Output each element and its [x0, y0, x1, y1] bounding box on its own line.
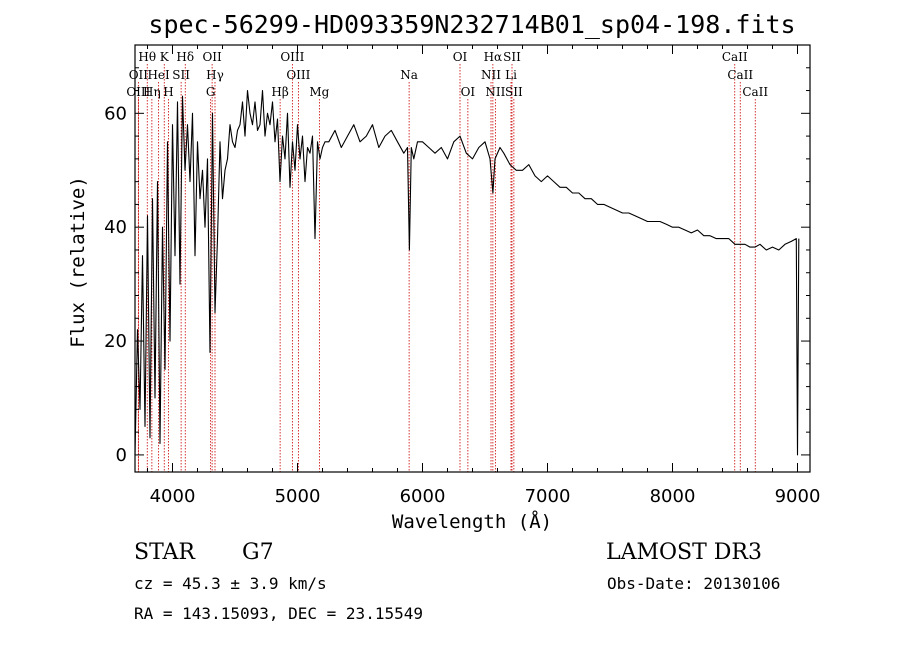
spectral-line-label: Na: [400, 68, 418, 82]
spectral-line-label: CaII: [722, 50, 748, 64]
spectral-line-label: NII: [481, 68, 501, 82]
spectral-line-markers: [137, 64, 756, 472]
spectral-line-label: Hβ: [271, 85, 288, 99]
survey-name: LAMOST DR3: [606, 540, 762, 565]
y-tick-label: 40: [104, 217, 127, 238]
axis-ticks: 4000 5000 6000 7000 8000 9000 0 20 40 60: [104, 45, 820, 507]
x-tick-label: 7000: [525, 486, 571, 507]
spectral-line-label: K: [160, 50, 170, 64]
spectral-line-label: SII: [505, 85, 523, 99]
x-tick-label: 9000: [775, 486, 821, 507]
coordinates: RA = 143.15093, DEC = 23.15549: [134, 604, 423, 623]
spectral-line-label: HeI: [147, 68, 170, 82]
spectral-line-label: Hα: [484, 50, 503, 64]
spectral-line-label: OIII: [126, 85, 150, 99]
spectral-line-label: Hη: [143, 85, 161, 99]
x-axis-label: Wavelength (Å): [392, 510, 552, 533]
y-axis-label: Flux (relative): [67, 176, 89, 348]
spectral-line-label: Li: [505, 68, 517, 82]
spectral-line-label: OI: [461, 85, 476, 99]
spectral-line-label: OII: [202, 50, 222, 64]
spectral-line-label: OIII: [280, 50, 304, 64]
spectral-line-label: SII: [503, 50, 521, 64]
spectral-line-label: OIII: [286, 68, 310, 82]
redshift-cz: cz = 45.3 ± 3.9 km/s: [134, 574, 327, 593]
spectral-line-label: NII: [485, 85, 505, 99]
object-subclass: G7: [242, 540, 274, 565]
spectral-line-label: Mg: [309, 85, 329, 99]
spectral-line-label: H: [163, 85, 173, 99]
spectral-line-label: G: [206, 85, 216, 99]
spectral-line-label: CaII: [742, 85, 768, 99]
flux-series-line: [134, 89, 800, 456]
spectral-line-label: Hθ: [138, 50, 156, 64]
observation-date: Obs-Date: 20130106: [607, 574, 780, 593]
chart-title: spec-56299-HD093359N232714B01_sp04-198.f…: [148, 10, 795, 39]
plot-frame: [134, 44, 811, 473]
spectral-line-label: OI: [453, 50, 468, 64]
y-tick-label: 20: [104, 331, 127, 352]
spectral-line-label: SII: [172, 68, 190, 82]
spectral-line-label: OII: [129, 68, 149, 82]
y-tick-label: 0: [116, 445, 127, 466]
x-tick-label: 5000: [275, 486, 321, 507]
x-tick-label: 4000: [150, 486, 196, 507]
spectral-line-label: Hγ: [206, 68, 224, 82]
object-class: STAR: [134, 540, 196, 565]
x-tick-label: 6000: [400, 486, 446, 507]
y-tick-label: 60: [104, 103, 127, 124]
x-tick-label: 8000: [650, 486, 696, 507]
spectral-line-label: CaII: [727, 68, 753, 82]
spectral-line-label: Hδ: [176, 50, 194, 64]
